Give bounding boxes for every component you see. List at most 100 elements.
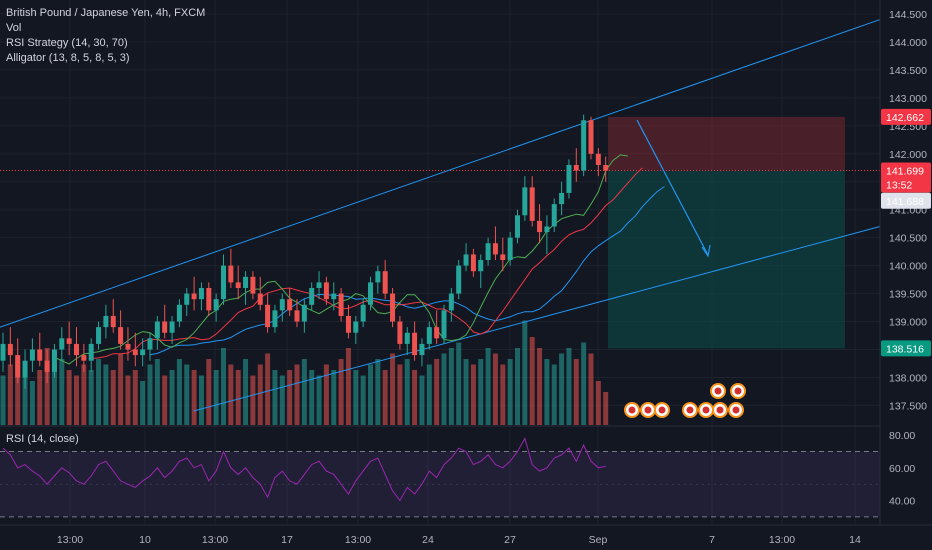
volume-bar (81, 364, 87, 425)
time-tick-label: Sep (589, 534, 608, 546)
candle-body (485, 243, 491, 261)
candle-body (44, 360, 50, 372)
volume-bar (478, 359, 484, 425)
volume-bar (603, 392, 609, 425)
volume-bar (301, 359, 307, 425)
price-tick-label: 139.500 (889, 289, 927, 301)
volume-bar (397, 364, 403, 425)
projection-arrow[interactable] (636, 119, 711, 258)
candle-body (184, 293, 190, 305)
volume-bar (221, 348, 226, 425)
volume-bar (485, 348, 491, 425)
candle-body (316, 282, 322, 288)
volume-bar (96, 359, 102, 425)
line-price-label-bg (881, 192, 931, 209)
candle-body (404, 332, 410, 344)
candle-body (566, 164, 572, 193)
candle-body (191, 293, 197, 300)
candle-body (250, 276, 256, 294)
candle-body (470, 254, 476, 272)
candle-body (353, 321, 359, 333)
volume-bar (448, 348, 454, 425)
candle-body (154, 321, 160, 339)
candle-body (228, 265, 234, 283)
price-tick-label: 144.000 (889, 37, 927, 49)
event-badge-flag (702, 406, 710, 414)
volume-bar (559, 353, 565, 425)
candle-body (559, 192, 565, 205)
channel-lower-line (193, 225, 881, 412)
candle-body (390, 293, 396, 322)
candle-body (360, 304, 366, 322)
volume-bar (7, 364, 13, 425)
candle-body (66, 338, 72, 344)
candle-body (419, 343, 425, 356)
volume-bar (191, 370, 197, 425)
time-tick-label: 13:00 (202, 534, 228, 546)
volume-bars (0, 320, 609, 425)
volume-bar (353, 370, 359, 425)
stop-price-label-bg (881, 108, 931, 125)
line-price-label: 141.688 (886, 196, 924, 208)
candle-body (7, 343, 13, 356)
time-tick-label: 13:00 (57, 534, 83, 546)
volume-bar (426, 364, 432, 425)
trend-channel[interactable] (0, 19, 881, 412)
candle-body (81, 355, 87, 361)
candle-body (382, 271, 388, 294)
price-tick-label: 139.000 (889, 317, 927, 329)
candle-body (169, 321, 175, 333)
volume-bar (22, 370, 28, 425)
event-badge-flag (628, 406, 636, 414)
candle-body (492, 243, 498, 255)
candle-body (412, 332, 418, 356)
volume-bar (309, 370, 315, 425)
rsi-tick-label: 40.00 (889, 496, 915, 508)
candle-body (448, 293, 454, 311)
volume-bar (110, 370, 116, 425)
candle-body (595, 153, 601, 165)
candle-body (257, 293, 263, 305)
candle-body (74, 343, 79, 356)
volume-bar (412, 370, 418, 425)
volume-bar (360, 375, 366, 425)
candle-body (515, 215, 520, 238)
candle-body (323, 282, 329, 300)
volume-bar (441, 353, 447, 425)
candle-body (551, 204, 557, 227)
candle-body (301, 304, 307, 322)
volume-bar (213, 370, 219, 425)
rsi-legend: RSI (14, close) (6, 433, 79, 445)
time-tick-label: 27 (504, 534, 516, 546)
volume-bar (529, 337, 535, 425)
volume-bar (206, 359, 212, 425)
candle-body (345, 315, 351, 333)
volume-bar (154, 359, 160, 425)
volume-bar (169, 370, 175, 425)
volume-bar (456, 342, 462, 425)
target-price-label: 138.516 (886, 343, 924, 355)
candle-body (51, 349, 57, 372)
event-badges[interactable] (624, 383, 746, 418)
time-axis-bg (0, 525, 932, 550)
volume-bar (544, 359, 550, 425)
volume-bar (588, 353, 594, 425)
volume-bar (147, 364, 153, 425)
short-position-tool[interactable] (0, 116, 880, 349)
volume-bar (0, 375, 6, 425)
volume-bar (118, 353, 124, 425)
candle-body (500, 254, 506, 261)
candle-body (272, 310, 278, 328)
stop-loss-zone (608, 116, 845, 171)
price-tick-label: 142.000 (889, 149, 927, 161)
price-tick-label: 143.000 (889, 93, 927, 105)
volume-bar (573, 359, 579, 425)
volume-bar (66, 370, 72, 425)
alligator-lines (54, 154, 665, 365)
price-tick-label: 143.500 (889, 65, 927, 77)
volume-bar (500, 364, 506, 425)
volume-bar (125, 375, 131, 425)
candle-body (110, 315, 116, 328)
